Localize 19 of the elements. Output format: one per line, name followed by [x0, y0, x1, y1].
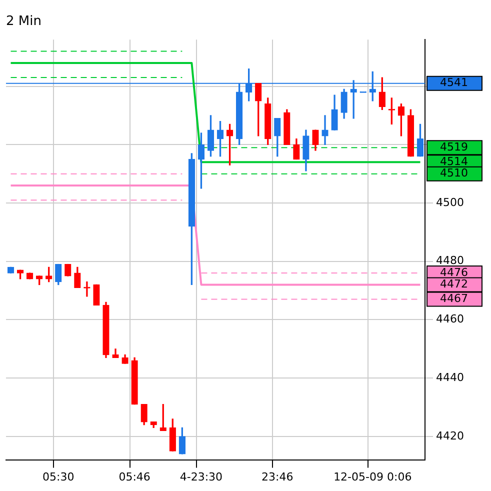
y-tick-label: 4420 [436, 429, 464, 442]
x-tick-label: 4-23:30 [180, 470, 223, 484]
candlestick [322, 115, 328, 145]
data-label: 4514 [440, 155, 468, 168]
x-tick-label: 12-05-09 0:06 [334, 470, 412, 484]
y-tick-label: 4440 [436, 370, 464, 384]
x-tick-label: 23:46 [262, 470, 294, 484]
data-label: 4467 [440, 292, 468, 306]
data-label: 4510 [440, 166, 468, 180]
y-tick-label: 4500 [436, 196, 464, 209]
y-tick-label: 4460 [436, 312, 464, 326]
chart-title: 2 Min [6, 14, 42, 30]
data-label: 4472 [440, 278, 468, 291]
y-tick-label: 4480 [436, 254, 464, 268]
ref-line-label: 4541 [440, 76, 468, 90]
x-tick-label: 05:30 [42, 470, 74, 484]
data-label: 4476 [440, 266, 468, 279]
x-tick-label: 05:46 [118, 470, 150, 484]
data-label: 4519 [440, 140, 468, 154]
